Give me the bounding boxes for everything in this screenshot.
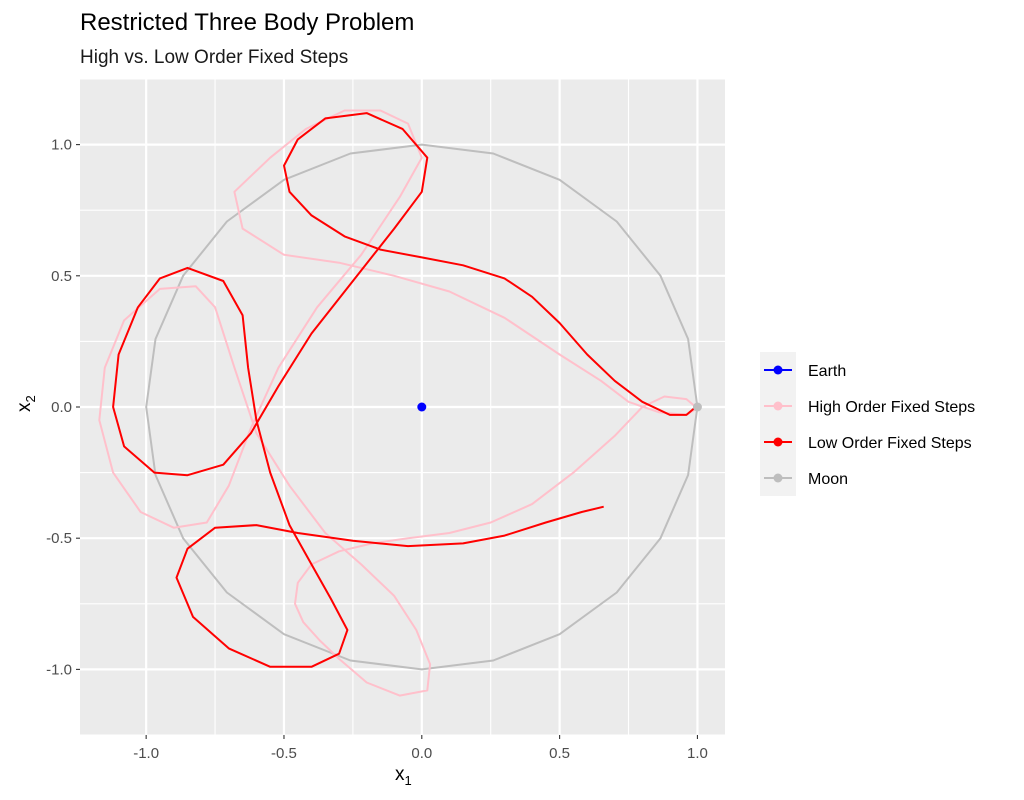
y-tick-label: -1.0 (46, 661, 72, 678)
legend-label: Moon (808, 471, 848, 488)
chart-subtitle: High vs. Low Order Fixed Steps (80, 47, 348, 68)
series-layer (98, 109, 702, 697)
series-line-moon (145, 143, 699, 671)
x-tick-label: -1.0 (133, 745, 159, 762)
legend-key-point (773, 437, 783, 447)
legend-key-point (773, 365, 783, 375)
x-tick-label: 1.0 (687, 745, 708, 762)
x-axis-title-sub: 1 (405, 773, 412, 788)
chart-title: Restricted Three Body Problem (80, 9, 414, 36)
series-line-high-order-fixed-steps (98, 109, 697, 697)
y-axis-title-base: x (14, 402, 35, 412)
legend-key-point (773, 473, 783, 483)
legend: Earth High Order Fixed Steps Low Order Fix… (760, 352, 975, 496)
x-axis-title: x1 (395, 764, 412, 788)
legend-key-background (760, 352, 796, 496)
legend-key-point (773, 401, 783, 411)
series-point-moon (692, 402, 702, 412)
x-tick-label: 0.5 (549, 745, 570, 762)
series-point-earth (417, 402, 427, 412)
x-tick-label: -0.5 (271, 745, 297, 762)
legend-label: Earth (808, 363, 846, 380)
legend-label: High Order Fixed Steps (808, 399, 975, 416)
y-tick-label: -0.5 (46, 530, 72, 547)
y-axis-title: x2 (14, 395, 38, 412)
x-axis-title-base: x (395, 764, 405, 785)
x-tick-label: 0.0 (411, 745, 432, 762)
y-tick-label: 1.0 (51, 137, 72, 154)
y-tick-label: 0.0 (51, 399, 72, 416)
y-axis-title-sub: 2 (23, 395, 38, 402)
legend-label: Low Order Fixed Steps (808, 435, 972, 452)
series-line-low-order-fixed-steps (112, 112, 697, 668)
axis-ticks: -1.0 -0.5 0.0 0.5 1.0 -1.0 -0.5 0.0 0.5 1.0 (46, 137, 708, 762)
y-tick-label: 0.5 (51, 268, 72, 285)
